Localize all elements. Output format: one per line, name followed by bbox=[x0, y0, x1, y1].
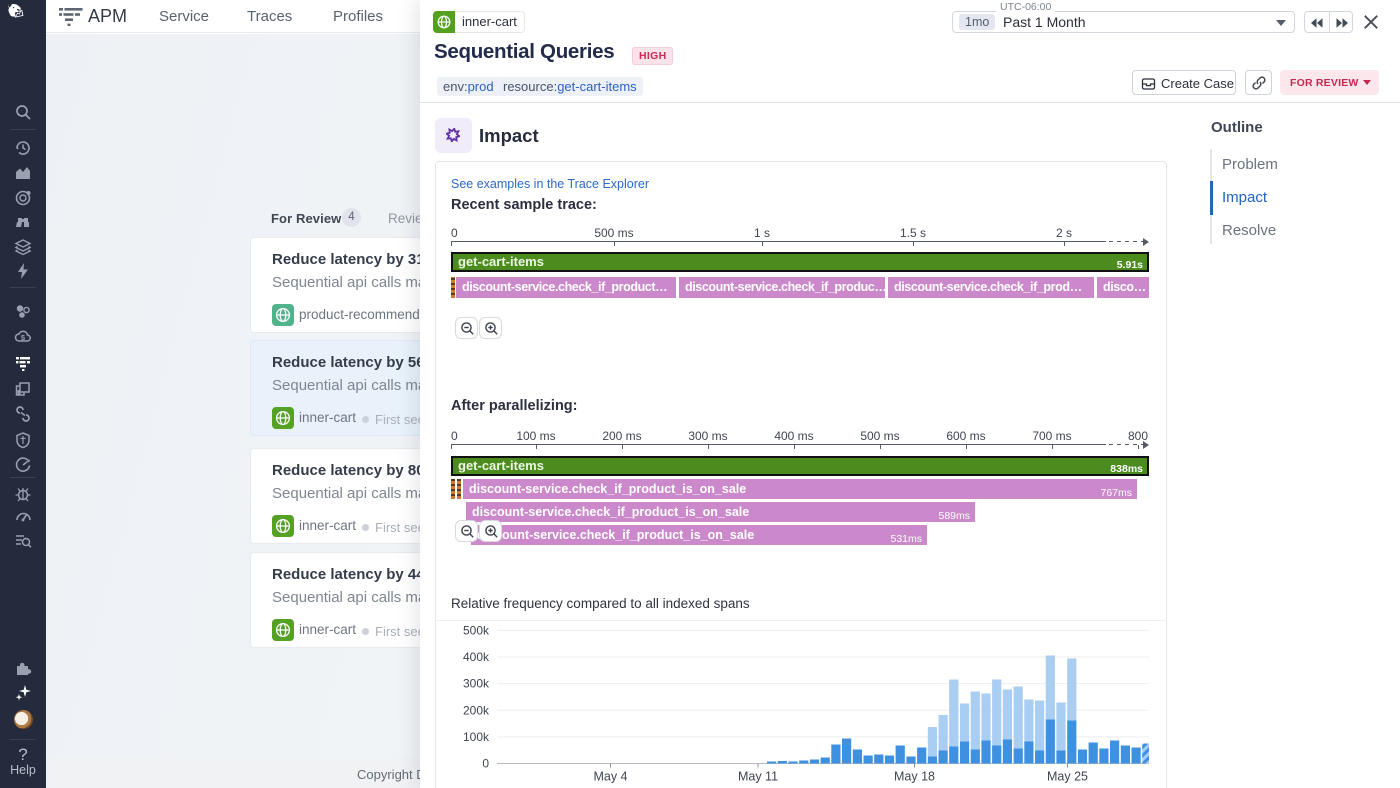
svg-text:May 11: May 11 bbox=[738, 770, 778, 784]
svg-text:May 18: May 18 bbox=[894, 770, 935, 784]
svg-text:0: 0 bbox=[482, 757, 489, 771]
svg-text:May 25: May 25 bbox=[1047, 770, 1088, 784]
svg-text:400k: 400k bbox=[463, 650, 490, 664]
svg-text:300k: 300k bbox=[463, 677, 490, 691]
svg-text:May 4: May 4 bbox=[593, 770, 627, 784]
svg-text:500k: 500k bbox=[463, 623, 490, 637]
svg-text:100k: 100k bbox=[463, 730, 490, 744]
svg-text:$: $ bbox=[21, 333, 26, 342]
svg-text:200k: 200k bbox=[463, 703, 490, 717]
